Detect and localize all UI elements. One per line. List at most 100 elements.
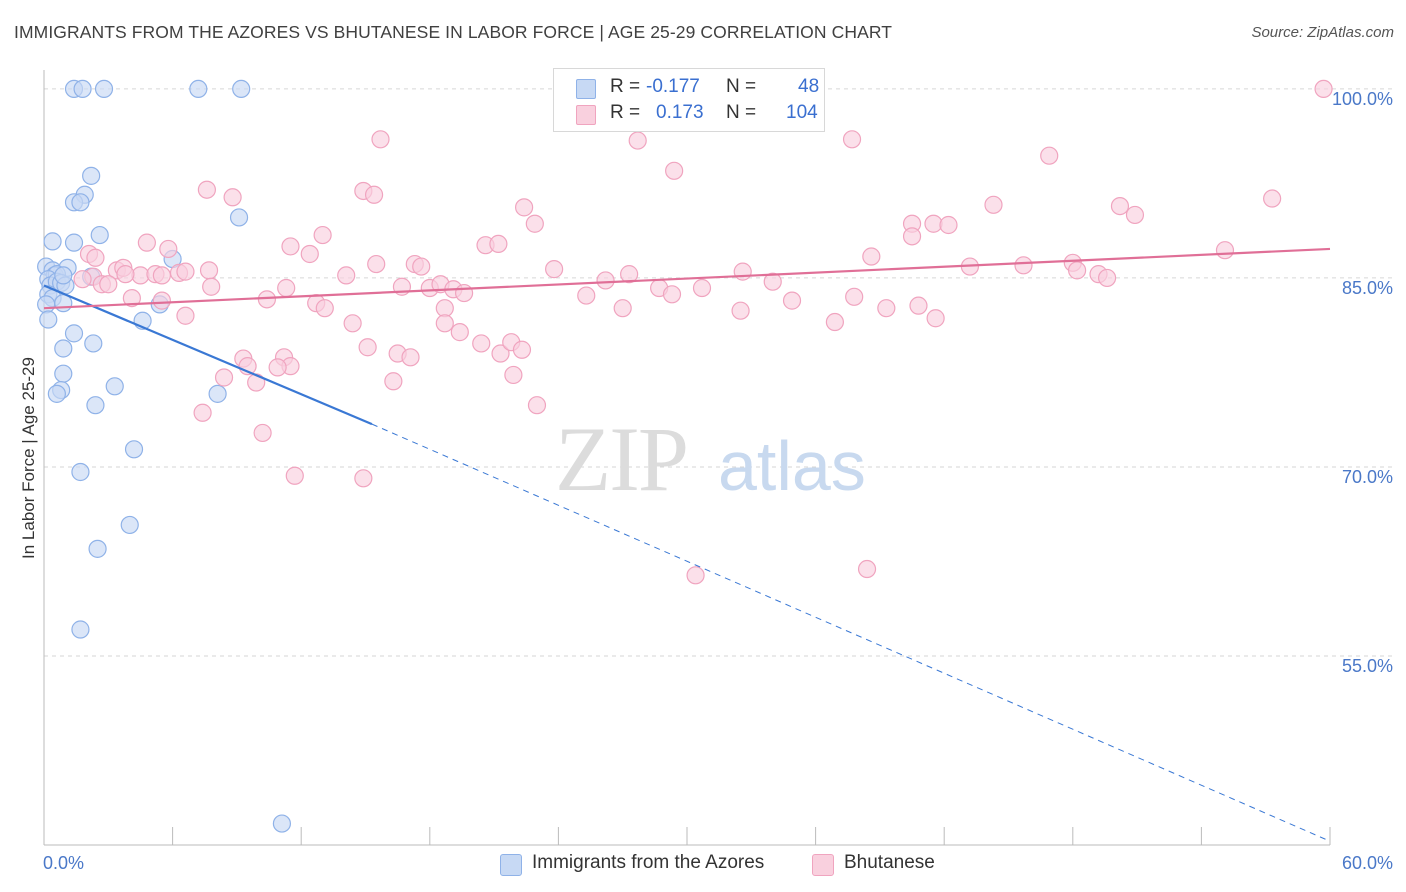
legend-label-azores: Immigrants from the Azores (532, 852, 765, 873)
bhutanese-point (137, 233, 156, 252)
legend-n-label: N = (726, 76, 757, 97)
bhutanese-point (857, 559, 877, 579)
azores-point (82, 166, 101, 185)
bhutanese-point (281, 237, 300, 256)
azores-point (54, 364, 73, 383)
bhutanese-point (620, 265, 639, 284)
bhutanese-point (1040, 146, 1059, 165)
bhutanese-point (371, 130, 390, 149)
bhutanese-point (525, 214, 544, 233)
bhutanese-point (733, 262, 752, 281)
azores-point (71, 620, 90, 639)
azores-point (54, 266, 73, 285)
azores-point (54, 339, 73, 358)
bhutanese-point (782, 291, 802, 310)
legend-n-value: 104 (786, 102, 818, 123)
bhutanese-point (214, 368, 234, 387)
bhutanese-point (845, 287, 864, 306)
legend-r-value: -0.177 (646, 76, 700, 97)
bhutanese-point (152, 266, 171, 285)
x-ticks (172, 827, 1331, 845)
legend-r-value: 0.173 (656, 102, 704, 123)
azores-point (272, 814, 292, 833)
bhutanese-point (1263, 189, 1282, 208)
azores-point (232, 79, 251, 99)
series-azores-points (37, 79, 292, 833)
bhutanese-point (197, 180, 216, 199)
azores-point (105, 377, 124, 396)
bhutanese-point (842, 130, 862, 149)
azores-point (37, 295, 56, 314)
legend-swatch-azores (500, 854, 522, 876)
azores-point (84, 334, 103, 353)
axes (43, 70, 1330, 846)
bhutanese-point (364, 185, 384, 204)
legend-swatch-bhutanese (576, 105, 596, 125)
bhutanese-point (176, 306, 195, 325)
azores-point (88, 539, 107, 558)
azores-point (71, 462, 90, 482)
x-tick-label-max: 60.0% (1342, 853, 1393, 873)
bhutanese-point (489, 234, 508, 254)
bhutanese-point (902, 227, 922, 246)
bhutanese-point (596, 271, 615, 290)
bhutanese-point (1125, 205, 1145, 225)
bhutanese-point (984, 195, 1003, 214)
bhutanese-point (401, 348, 420, 367)
legend-r-label: R = (610, 102, 641, 123)
bhutanese-point (99, 275, 118, 294)
azores-trend-extension (371, 423, 1331, 842)
bhutanese-point (1067, 261, 1087, 280)
legend-n-value: 48 (798, 76, 820, 97)
bhutanese-point (628, 131, 647, 150)
azores-point (73, 79, 92, 99)
azores-point (71, 193, 90, 212)
bhutanese-point (277, 278, 296, 298)
bhutanese-point (152, 291, 171, 310)
azores-point (64, 233, 84, 252)
bhutanese-point (527, 396, 547, 415)
y-tick-label: 85.0% (1342, 278, 1393, 298)
bhutanese-point (613, 299, 632, 318)
legend-r-label: R = (610, 76, 641, 97)
bhutanese-point (367, 254, 386, 274)
bhutanese-point (504, 365, 523, 385)
bhutanese-point (116, 265, 135, 284)
bhutanese-point (354, 469, 373, 488)
azores-point (94, 79, 114, 99)
azores-point (47, 384, 66, 403)
watermark-atlas: atlas (718, 427, 866, 505)
azores-point (120, 515, 139, 535)
azores-point (124, 440, 144, 459)
bhutanese-point (268, 358, 287, 377)
bhutanese-point (1215, 241, 1235, 260)
series-bhutanese-points (73, 79, 1333, 585)
x-tick-label-min: 0.0% (43, 853, 84, 873)
bhutanese-point (435, 314, 454, 333)
bhutanese-point (491, 344, 510, 363)
legend-n-label: N = (726, 102, 757, 123)
bhutanese-point (939, 215, 958, 235)
bhutanese-point (454, 283, 474, 303)
bhutanese-point (692, 278, 712, 298)
bhutanese-point (1314, 79, 1333, 99)
bhutanese-point (73, 270, 92, 289)
y-axis-label: In Labor Force | Age 25-29 (19, 357, 38, 559)
trend-lines (43, 247, 1331, 842)
bhutanese-point (763, 272, 782, 291)
azores-point (86, 396, 105, 415)
watermark-zip: ZIP (555, 408, 687, 510)
bhutanese-point (193, 403, 212, 422)
legend-swatch-azores (576, 79, 596, 99)
stats-legend: R = -0.177 N = 48 R = 0.173 N = 104 (553, 68, 825, 132)
bhutanese-point (435, 299, 454, 318)
bhutanese-point (825, 312, 844, 332)
y-tick-label: 55.0% (1342, 656, 1393, 676)
bhutanese-point (662, 285, 682, 304)
bhutanese-point (926, 309, 945, 328)
azores-point (39, 310, 58, 329)
bhutanese-point (176, 262, 195, 281)
azores-point (189, 79, 208, 99)
bhutanese-point (202, 277, 221, 296)
